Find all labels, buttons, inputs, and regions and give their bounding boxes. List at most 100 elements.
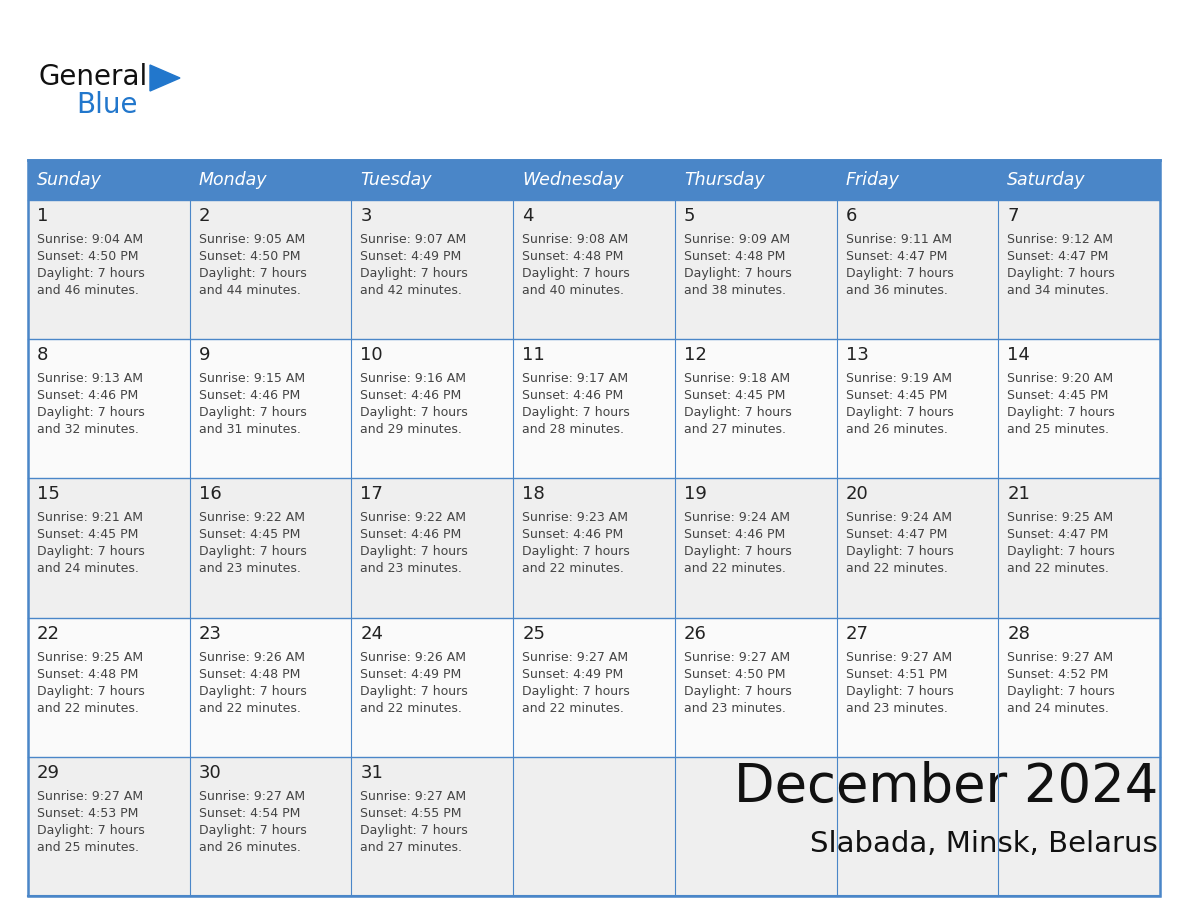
Text: Sunday: Sunday (37, 171, 102, 189)
Text: and 27 minutes.: and 27 minutes. (684, 423, 785, 436)
Bar (836, 200, 998, 339)
Text: Sunset: 4:45 PM: Sunset: 4:45 PM (846, 389, 947, 402)
Text: Daylight: 7 hours: Daylight: 7 hours (523, 406, 630, 420)
Bar (29, 200, 190, 339)
Polygon shape (150, 65, 181, 91)
Text: Sunset: 4:54 PM: Sunset: 4:54 PM (198, 807, 301, 820)
Text: 24: 24 (360, 624, 384, 643)
Text: Saturday: Saturday (1007, 171, 1086, 189)
Text: 31: 31 (360, 764, 384, 782)
Text: Sunrise: 9:04 AM: Sunrise: 9:04 AM (37, 233, 143, 246)
Text: Sunrise: 9:24 AM: Sunrise: 9:24 AM (684, 511, 790, 524)
Bar (675, 339, 836, 478)
Text: and 32 minutes.: and 32 minutes. (37, 423, 139, 436)
Text: Sunset: 4:45 PM: Sunset: 4:45 PM (37, 529, 138, 542)
Bar (29, 339, 190, 478)
Text: Sunrise: 9:26 AM: Sunrise: 9:26 AM (198, 651, 304, 664)
Text: Sunset: 4:47 PM: Sunset: 4:47 PM (1007, 529, 1108, 542)
Bar (29, 478, 190, 618)
Text: 5: 5 (684, 207, 695, 225)
Text: Daylight: 7 hours: Daylight: 7 hours (198, 267, 307, 280)
Text: Daylight: 7 hours: Daylight: 7 hours (846, 267, 953, 280)
Text: Sunset: 4:46 PM: Sunset: 4:46 PM (37, 389, 138, 402)
Text: Daylight: 7 hours: Daylight: 7 hours (198, 406, 307, 420)
Text: 19: 19 (684, 486, 707, 503)
Text: Daylight: 7 hours: Daylight: 7 hours (198, 545, 307, 558)
Text: 10: 10 (360, 346, 383, 364)
Text: and 46 minutes.: and 46 minutes. (37, 284, 139, 297)
Text: Daylight: 7 hours: Daylight: 7 hours (684, 267, 791, 280)
Bar (836, 756, 998, 896)
Text: Sunrise: 9:24 AM: Sunrise: 9:24 AM (846, 511, 952, 524)
Text: Sunset: 4:53 PM: Sunset: 4:53 PM (37, 807, 138, 820)
Text: 17: 17 (360, 486, 384, 503)
Text: 21: 21 (1007, 486, 1030, 503)
Text: 3: 3 (360, 207, 372, 225)
Text: 25: 25 (523, 624, 545, 643)
Text: 14: 14 (1007, 346, 1030, 364)
Text: Daylight: 7 hours: Daylight: 7 hours (360, 406, 468, 420)
Text: Sunset: 4:46 PM: Sunset: 4:46 PM (523, 389, 624, 402)
Text: 18: 18 (523, 486, 545, 503)
Text: Sunrise: 9:23 AM: Sunrise: 9:23 AM (523, 511, 628, 524)
Text: and 26 minutes.: and 26 minutes. (198, 841, 301, 854)
Bar (190, 478, 352, 618)
Text: Sunrise: 9:21 AM: Sunrise: 9:21 AM (37, 511, 143, 524)
Text: Daylight: 7 hours: Daylight: 7 hours (684, 545, 791, 558)
Text: and 31 minutes.: and 31 minutes. (198, 423, 301, 436)
Text: Monday: Monday (198, 171, 267, 189)
Text: Sunrise: 9:13 AM: Sunrise: 9:13 AM (37, 372, 143, 386)
Text: Sunrise: 9:25 AM: Sunrise: 9:25 AM (1007, 511, 1113, 524)
Text: Daylight: 7 hours: Daylight: 7 hours (1007, 406, 1116, 420)
Text: Sunset: 4:46 PM: Sunset: 4:46 PM (360, 389, 462, 402)
Bar (675, 618, 836, 756)
Text: Sunrise: 9:22 AM: Sunrise: 9:22 AM (360, 511, 467, 524)
Text: Daylight: 7 hours: Daylight: 7 hours (523, 267, 630, 280)
Text: Sunset: 4:47 PM: Sunset: 4:47 PM (1007, 250, 1108, 263)
Text: Sunrise: 9:17 AM: Sunrise: 9:17 AM (523, 372, 628, 386)
Text: Sunset: 4:48 PM: Sunset: 4:48 PM (684, 250, 785, 263)
Bar (190, 160, 352, 200)
Text: and 23 minutes.: and 23 minutes. (198, 563, 301, 576)
Bar (29, 160, 1159, 896)
Text: 27: 27 (846, 624, 868, 643)
Text: Sunrise: 9:27 AM: Sunrise: 9:27 AM (360, 789, 467, 803)
Text: Daylight: 7 hours: Daylight: 7 hours (37, 823, 145, 837)
Bar (513, 200, 675, 339)
Text: 22: 22 (37, 624, 61, 643)
Text: Blue: Blue (76, 91, 138, 119)
Text: 9: 9 (198, 346, 210, 364)
Text: Sunrise: 9:26 AM: Sunrise: 9:26 AM (360, 651, 467, 664)
Text: 7: 7 (1007, 207, 1019, 225)
Text: Sunrise: 9:09 AM: Sunrise: 9:09 AM (684, 233, 790, 246)
Text: 16: 16 (198, 486, 221, 503)
Bar (836, 160, 998, 200)
Text: Sunset: 4:46 PM: Sunset: 4:46 PM (198, 389, 299, 402)
Text: Sunrise: 9:27 AM: Sunrise: 9:27 AM (684, 651, 790, 664)
Text: Thursday: Thursday (684, 171, 765, 189)
Text: Friday: Friday (846, 171, 899, 189)
Text: Sunrise: 9:20 AM: Sunrise: 9:20 AM (1007, 372, 1113, 386)
Text: and 40 minutes.: and 40 minutes. (523, 284, 624, 297)
Text: and 28 minutes.: and 28 minutes. (523, 423, 624, 436)
Text: Sunrise: 9:16 AM: Sunrise: 9:16 AM (360, 372, 467, 386)
Bar (836, 339, 998, 478)
Text: and 22 minutes.: and 22 minutes. (360, 701, 462, 714)
Bar (513, 756, 675, 896)
Text: 30: 30 (198, 764, 221, 782)
Text: and 26 minutes.: and 26 minutes. (846, 423, 948, 436)
Bar (513, 160, 675, 200)
Text: and 27 minutes.: and 27 minutes. (360, 841, 462, 854)
Bar (675, 160, 836, 200)
Text: 13: 13 (846, 346, 868, 364)
Text: and 22 minutes.: and 22 minutes. (1007, 563, 1110, 576)
Text: Sunset: 4:49 PM: Sunset: 4:49 PM (360, 667, 462, 680)
Text: Daylight: 7 hours: Daylight: 7 hours (846, 406, 953, 420)
Text: Daylight: 7 hours: Daylight: 7 hours (846, 685, 953, 698)
Bar (513, 339, 675, 478)
Bar (352, 200, 513, 339)
Text: Sunset: 4:55 PM: Sunset: 4:55 PM (360, 807, 462, 820)
Text: Sunset: 4:48 PM: Sunset: 4:48 PM (198, 667, 301, 680)
Text: and 25 minutes.: and 25 minutes. (1007, 423, 1110, 436)
Text: Sunrise: 9:08 AM: Sunrise: 9:08 AM (523, 233, 628, 246)
